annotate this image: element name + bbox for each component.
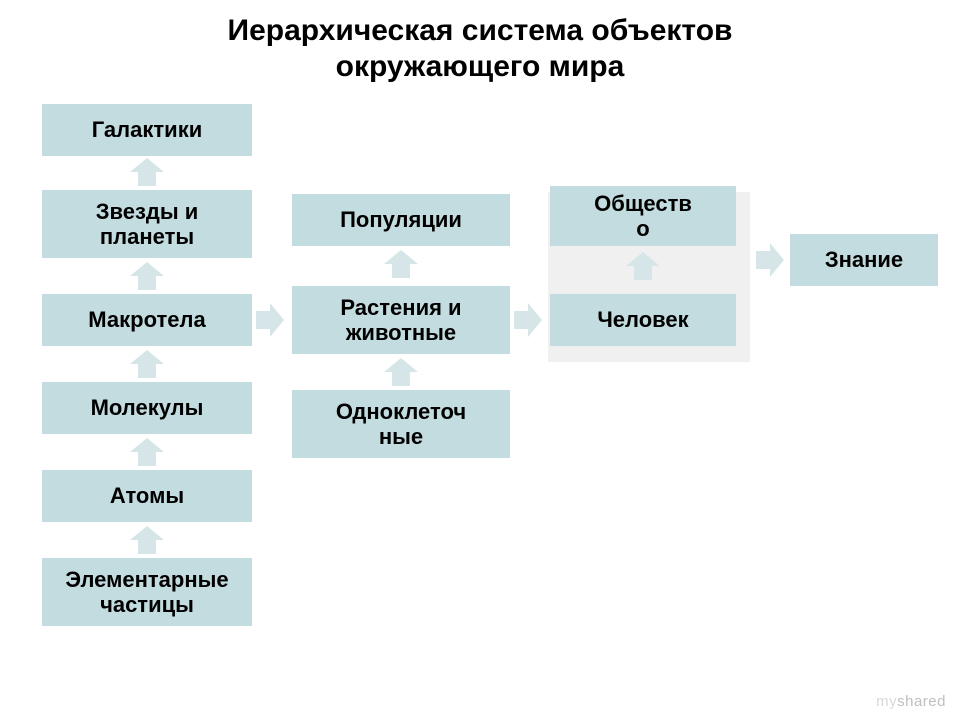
- node-galaxies: Галактики: [42, 104, 252, 156]
- node-plants: Растения иживотные: [292, 286, 510, 354]
- node-particles: Элементарныечастицы: [42, 558, 252, 626]
- node-unicell: Одноклеточные: [292, 390, 510, 458]
- node-macro: Макротела: [42, 294, 252, 346]
- node-atoms: Атомы: [42, 470, 252, 522]
- arrow-right: [514, 303, 542, 337]
- arrow-up: [130, 158, 164, 186]
- node-populations: Популяции: [292, 194, 510, 246]
- watermark: myshared: [876, 693, 946, 710]
- node-human: Человек: [550, 294, 736, 346]
- node-knowledge: Знание: [790, 234, 938, 286]
- node-stars: Звезды ипланеты: [42, 190, 252, 258]
- arrow-up: [130, 262, 164, 290]
- arrow-up: [130, 350, 164, 378]
- node-molecules: Молекулы: [42, 382, 252, 434]
- title-line-2: окружающего мира: [0, 50, 960, 84]
- watermark-prefix: my: [876, 693, 897, 710]
- arrow-up: [130, 526, 164, 554]
- watermark-suffix: shared: [897, 693, 946, 710]
- arrow-up: [384, 358, 418, 386]
- node-society: Общество: [550, 186, 736, 246]
- arrow-up: [130, 438, 164, 466]
- arrow-right: [756, 243, 784, 277]
- arrow-right: [256, 303, 284, 337]
- arrow-up: [384, 250, 418, 278]
- arrow-up: [626, 252, 660, 280]
- title-line-1: Иерархическая система объектов: [0, 14, 960, 48]
